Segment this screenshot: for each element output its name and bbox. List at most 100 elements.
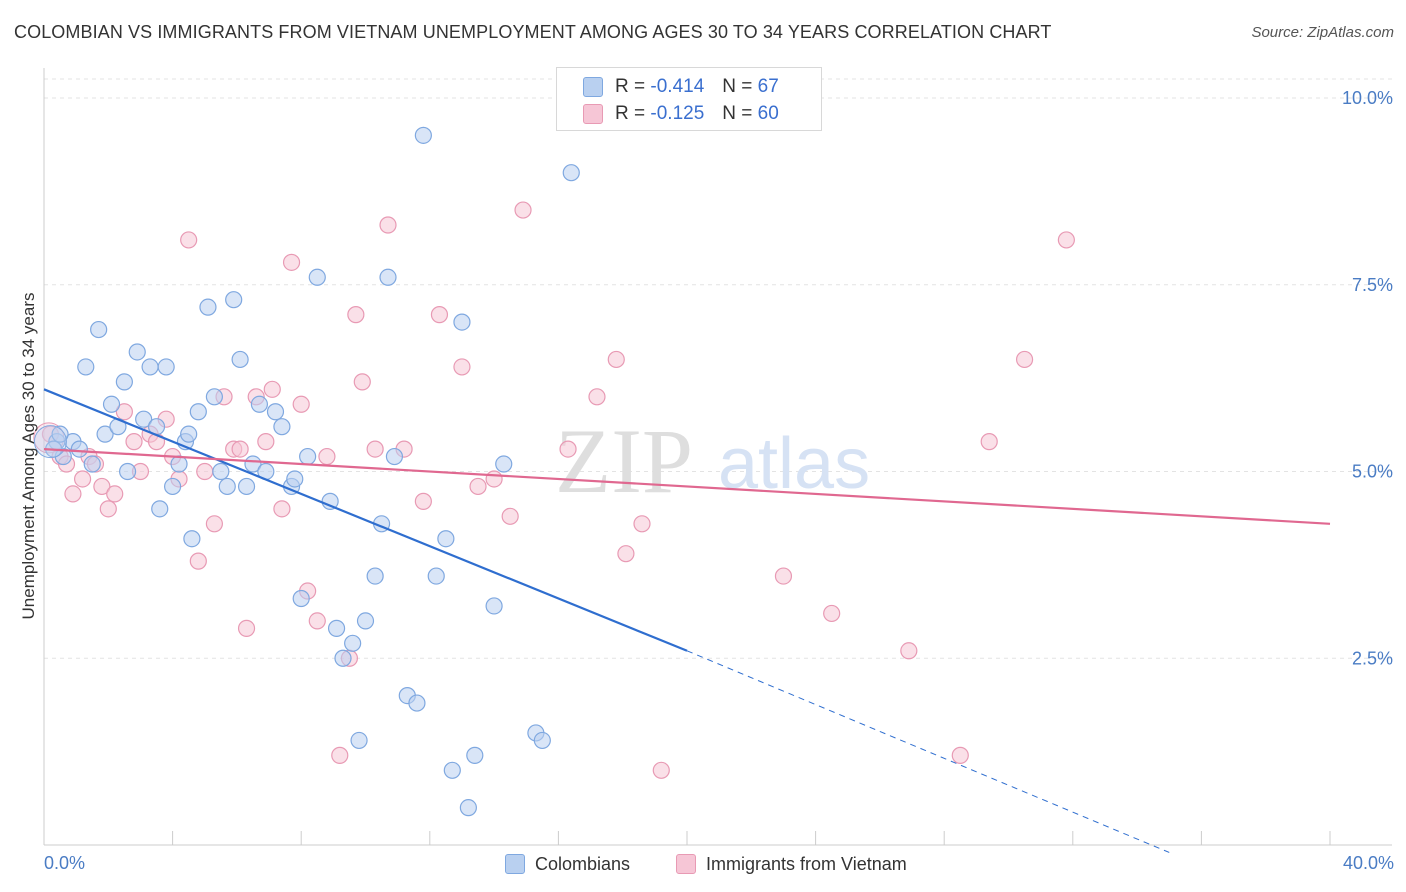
bottom-legend-label-vietnam: Immigrants from Vietnam	[706, 853, 907, 874]
trend-lines	[43, 388, 1331, 853]
y-axis-label: Unemployment Among Ages 30 to 34 years	[19, 293, 38, 620]
legend-r-value-colombians: -0.414	[650, 76, 705, 97]
colombians-point-37	[286, 470, 304, 488]
colombians-point-19	[170, 455, 188, 473]
series-colombians-points	[33, 126, 580, 817]
vietnam-point-58	[951, 746, 969, 764]
colombians-point-61	[495, 455, 513, 473]
colombians-point-7	[96, 425, 114, 443]
y-tick-label-1: 5.0%	[1352, 462, 1393, 482]
vietnam-point-19	[189, 552, 207, 570]
colombians-point-58	[459, 799, 477, 817]
vietnam-point-40	[379, 216, 397, 234]
chart-title: COLOMBIAN VS IMMIGRANTS FROM VIETNAM UNE…	[14, 22, 1052, 42]
legend-r-value-vietnam: -0.125	[650, 103, 705, 124]
colombians-point-43	[334, 649, 352, 667]
vietnam-point-35	[331, 746, 349, 764]
legend-n-label: N =	[722, 103, 753, 124]
vietnam-point-59	[980, 433, 998, 451]
colombians-point-56	[443, 761, 461, 779]
vietnam-point-18	[180, 231, 198, 249]
vietnam-point-39	[366, 440, 384, 458]
vietnam-point-56	[823, 604, 841, 623]
chart-source: Source: ZipAtlas.com	[1251, 24, 1394, 41]
vietnam-point-46	[485, 470, 503, 488]
vietnam-point-27	[257, 433, 275, 451]
bottom-legend-colombians[interactable]: Colombians	[505, 851, 630, 877]
vietnam-point-60	[1015, 350, 1034, 369]
colombians-point-42	[327, 619, 346, 637]
trend-line-colombians-extension	[686, 650, 1170, 853]
colombians-point-22	[183, 530, 201, 548]
colombians-point-6	[77, 358, 95, 376]
colombians-point-57	[453, 313, 471, 331]
colombians-point-8	[102, 395, 121, 413]
colombians-point-60	[485, 597, 503, 615]
vietnam-point-9	[106, 485, 124, 503]
colombians-point-39	[299, 447, 317, 466]
vietnam-point-4	[73, 470, 92, 488]
colombians-point-26	[212, 462, 230, 481]
colombians-point-28	[225, 291, 243, 309]
colombians-point-29	[231, 350, 249, 369]
vietnam-point-3	[64, 485, 82, 503]
vietnam-point-24	[231, 440, 249, 458]
vietnam-point-30	[282, 253, 301, 271]
vietnam-point-49	[559, 440, 577, 458]
vietnam-point-48	[514, 201, 532, 219]
y-tick-label-2: 7.5%	[1352, 275, 1393, 295]
colombians-point-47	[366, 567, 384, 585]
vietnam-point-55	[774, 567, 793, 585]
colombians-point-38	[292, 589, 310, 608]
colombians-point-10	[115, 373, 133, 391]
colombians-point-66	[51, 425, 69, 443]
vietnam-point-47	[501, 507, 519, 525]
vietnam-point-37	[347, 306, 365, 324]
vietnam-point-52	[617, 545, 635, 563]
legend-n-value-colombians: 67	[757, 76, 779, 97]
vietnam-point-50	[588, 388, 606, 406]
colombians-point-17	[157, 358, 175, 376]
colombians-point-32	[250, 395, 269, 413]
colombians-point-34	[266, 403, 285, 421]
bottom-legend-vietnam[interactable]: Immigrants from Vietnam	[676, 851, 907, 877]
gridlines	[44, 78, 1392, 659]
colombians-point-45	[350, 731, 368, 750]
watermark: ZIP atlas	[555, 410, 870, 512]
vietnam-point-42	[414, 492, 432, 510]
x-tick-max: 40.0%	[1343, 853, 1394, 873]
colombians-point-40	[308, 268, 326, 286]
colombians-point-46	[356, 612, 375, 630]
colombians-point-44	[344, 634, 362, 652]
colombians-point-21	[180, 425, 198, 443]
bottom-legend-swatch-colombians	[505, 854, 525, 874]
y-tick-labels: 2.5% 5.0% 7.5% 10.0%	[1342, 88, 1393, 668]
legend-r-label: R =	[615, 76, 646, 97]
colombians-point-12	[128, 343, 146, 361]
y-tick-label-3: 10.0%	[1342, 88, 1393, 108]
legend-row-vietnam: R = -0.125 N = 60	[583, 102, 779, 126]
vietnam-point-25	[237, 619, 256, 637]
colombians-point-63	[533, 731, 551, 750]
colombians-point-25	[205, 388, 223, 406]
vietnam-point-51	[607, 350, 625, 369]
vietnam-point-53	[633, 515, 651, 533]
legend-row-colombians: R = -0.414 N = 67	[583, 75, 779, 99]
x-tick-min: 0.0%	[44, 853, 85, 873]
vietnam-point-7	[93, 477, 111, 496]
legend-box: R = -0.414 N = 67 R = -0.125 N = 60	[556, 67, 822, 131]
vietnam-point-33	[308, 612, 326, 630]
colombians-point-14	[141, 358, 159, 376]
vietnam-point-28	[263, 380, 281, 398]
legend-n-value-vietnam: 60	[757, 103, 779, 124]
colombians-point-49	[379, 268, 397, 286]
legend-swatch-colombians	[583, 77, 603, 97]
colombians-point-18	[164, 477, 182, 496]
legend-n-label: N =	[722, 76, 753, 97]
vietnam-point-20	[196, 462, 214, 481]
vietnam-point-21	[205, 515, 223, 533]
vietnam-point-34	[318, 447, 336, 466]
colombians-cluster-marker	[33, 425, 67, 459]
trend-line-colombians	[43, 388, 688, 652]
